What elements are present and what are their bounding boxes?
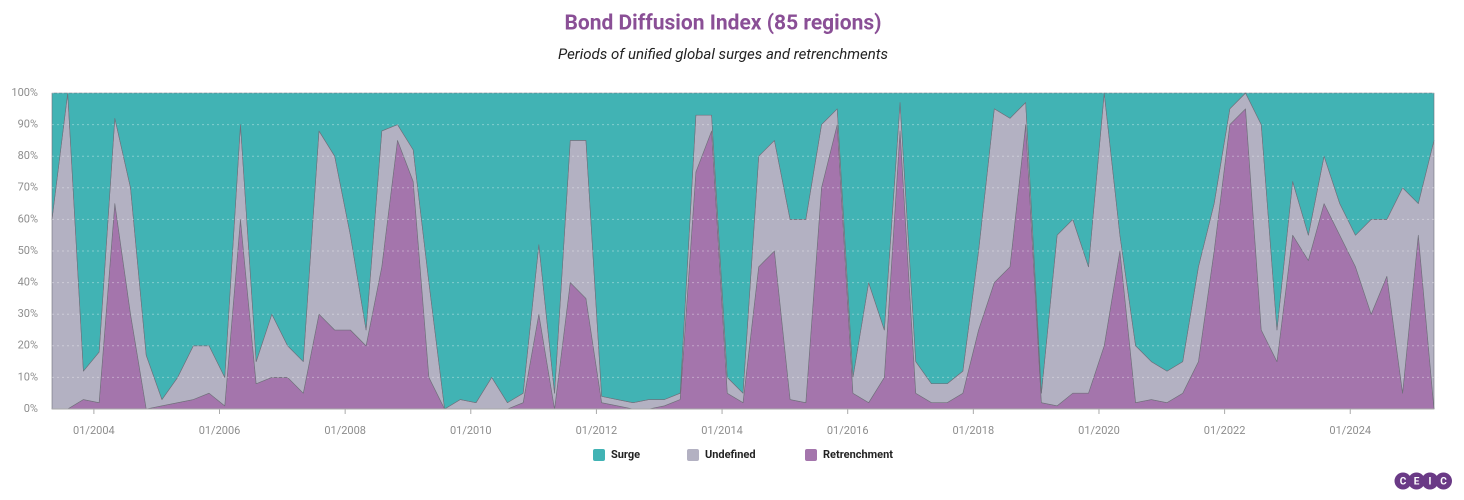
logo-dot (1408, 472, 1425, 490)
legend-label: Retrenchment (823, 448, 893, 461)
x-tick-label: 01/2012 (576, 424, 618, 437)
logo-letter: C (1440, 477, 1447, 488)
logo-letter: I (1429, 477, 1432, 488)
y-tick-label: 30% (18, 307, 38, 320)
x-tick-label: 01/2024 (1329, 424, 1371, 437)
y-tick-label: 100% (11, 86, 38, 99)
y-tick-label: 20% (18, 339, 38, 352)
x-tick-label: 01/2022 (1204, 424, 1246, 437)
y-tick-label: 60% (18, 212, 38, 225)
y-tick-label: 80% (18, 149, 38, 162)
legend-label: Undefined (705, 448, 756, 461)
legend-swatch (687, 449, 699, 461)
y-tick-label: 0% (24, 402, 38, 415)
logo-dot (1421, 472, 1439, 490)
x-tick-label: 01/2006 (199, 424, 241, 437)
legend-swatch (593, 449, 605, 461)
chart-subtitle: Periods of unified global surges and ret… (558, 45, 888, 63)
x-tick-label: 01/2016 (827, 424, 869, 437)
x-tick-label: 01/2004 (73, 424, 115, 437)
area (51, 92, 1435, 410)
logo-dot (1394, 472, 1412, 490)
y-tick-label: 70% (18, 181, 38, 194)
logo-letter: E (1414, 477, 1420, 488)
x-tick-label: 01/2020 (1078, 424, 1120, 437)
x-tick-label: 01/2008 (324, 424, 366, 437)
logo-letter: C (1400, 477, 1407, 488)
x-tick-label: 01/2018 (953, 424, 995, 437)
y-tick-label: 10% (18, 370, 38, 383)
logo-dot (1435, 472, 1452, 490)
legend-swatch (805, 449, 817, 461)
x-tick-label: 01/2010 (450, 424, 492, 437)
y-tick-label: 90% (18, 118, 38, 131)
y-tick-label: 40% (18, 276, 38, 289)
chart-title: Bond Diffusion Index (85 regions) (564, 12, 881, 36)
y-tick-label: 50% (18, 244, 38, 257)
x-tick-label: 01/2014 (701, 424, 743, 437)
legend-label: Surge (611, 448, 640, 461)
